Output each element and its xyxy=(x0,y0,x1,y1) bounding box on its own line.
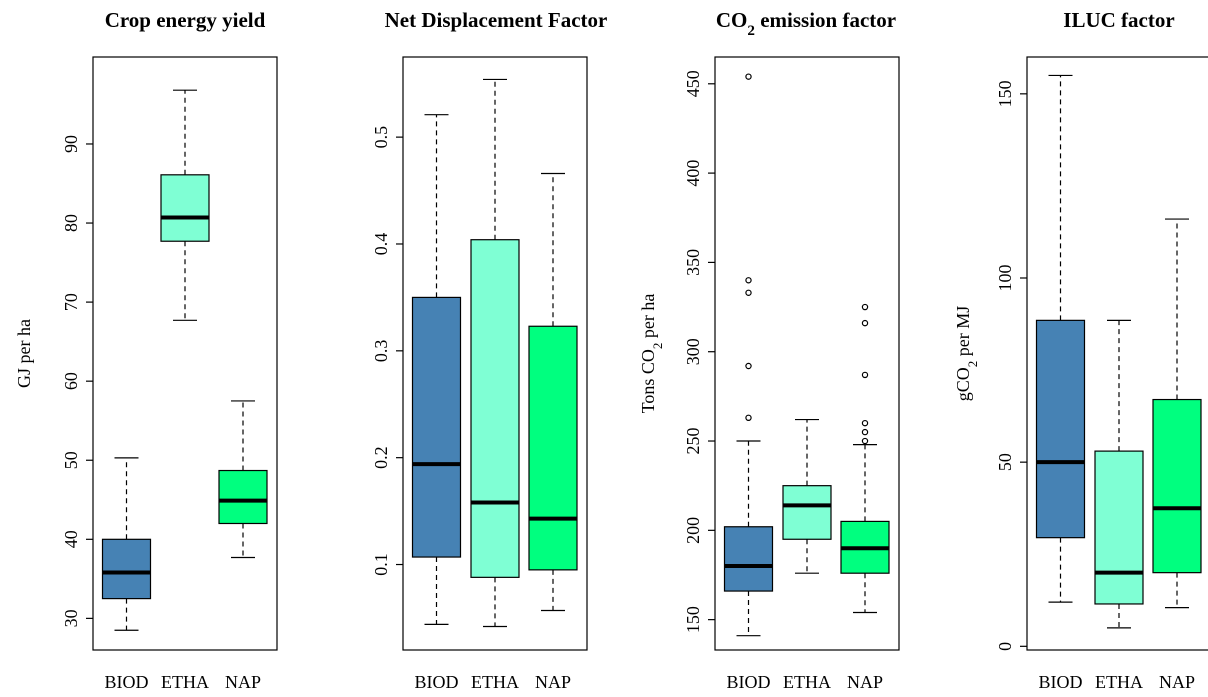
iqr-box xyxy=(411,296,462,558)
y-tick-label: 30 xyxy=(61,609,81,627)
x-tick-label: NAP xyxy=(535,672,571,692)
y-tick-label: 0.5 xyxy=(371,126,391,149)
y-tick-label: 0.1 xyxy=(371,553,391,576)
chart-panel-2: Net Displacement Factor 0.1 0.2 0.3 0.4 0.5 BI… xyxy=(371,8,607,692)
x-tick-label: ETHA xyxy=(783,672,831,692)
x-tick-label: ETHA xyxy=(1095,672,1143,692)
outlier-point xyxy=(861,437,869,445)
x-tick-label: BIOD xyxy=(727,672,771,692)
y-tick-label: 0 xyxy=(995,642,1015,651)
panel-title: ILUC factor xyxy=(1063,8,1174,32)
y-tick-label: 200 xyxy=(683,517,703,544)
y-axis-label-part: GJ per ha xyxy=(14,319,34,388)
box-nap xyxy=(840,303,890,614)
iqr-box xyxy=(101,538,152,600)
y-tick-label: 0.3 xyxy=(371,340,391,363)
panel-title-part: emission factor xyxy=(755,8,896,32)
x-tick-label: BIOD xyxy=(105,672,149,692)
outlier-point xyxy=(745,289,752,296)
y-tick-label: 350 xyxy=(683,249,703,276)
iqr-box xyxy=(470,239,520,578)
iqr-box xyxy=(1035,319,1086,539)
outlier-point xyxy=(861,419,869,427)
y-tick-label: 300 xyxy=(683,338,703,365)
iqr-box xyxy=(218,469,268,525)
y-tick-label: 150 xyxy=(995,80,1015,107)
y-axis-label-part: per MJ xyxy=(953,306,973,361)
panel-title: CO2 emission factor xyxy=(716,8,896,39)
box-nap xyxy=(218,400,268,559)
y-tick-label: 50 xyxy=(61,451,81,469)
y-tick-label: 0.2 xyxy=(371,446,391,469)
box-etha xyxy=(160,89,210,321)
box-etha xyxy=(782,418,832,574)
panel-title-part: Net Displacement Factor xyxy=(385,8,608,32)
panel-title-part: 2 xyxy=(747,23,755,39)
outlier-point xyxy=(861,428,869,436)
outlier-point xyxy=(861,371,869,379)
plot-frame xyxy=(402,56,588,651)
chart-panel-1: Crop energy yield GJ per ha 30 40 50 60 70 80 90… xyxy=(14,8,278,692)
plot-frame xyxy=(1026,56,1208,651)
y-axis-label-part: gCO xyxy=(953,367,973,401)
box-nap xyxy=(528,172,578,612)
y-tick-label: 400 xyxy=(683,160,703,187)
y-axis-label-part: 2 xyxy=(650,343,665,349)
y-axis-label: Tons CO2 per ha xyxy=(638,294,665,414)
x-tick-label: ETHA xyxy=(161,672,209,692)
y-axis-label-part: 2 xyxy=(965,361,980,367)
outlier-point xyxy=(745,277,752,284)
box-nap xyxy=(1152,218,1202,609)
iqr-box xyxy=(723,526,774,592)
y-tick-label: 80 xyxy=(61,214,81,232)
x-tick-label: NAP xyxy=(1159,672,1195,692)
iqr-box xyxy=(160,174,210,242)
x-tick-label: NAP xyxy=(847,672,883,692)
panel-title: Crop energy yield xyxy=(105,8,266,32)
y-tick-label: 250 xyxy=(683,428,703,455)
y-axis-label-part: per ha xyxy=(638,294,658,343)
panel-title: Net Displacement Factor xyxy=(385,8,608,32)
outlier-point xyxy=(861,319,869,327)
y-tick-label: 0.4 xyxy=(371,233,391,256)
y-tick-label: 100 xyxy=(995,264,1015,291)
y-tick-label: 50 xyxy=(995,453,1015,471)
outlier-point xyxy=(745,414,752,422)
outlier-point xyxy=(745,362,752,370)
y-axis-label-part: Tons CO xyxy=(638,349,658,413)
y-tick-label: 450 xyxy=(683,70,703,97)
x-tick-label: ETHA xyxy=(471,672,519,692)
y-tick-label: 40 xyxy=(61,530,81,548)
iqr-box xyxy=(1094,450,1144,605)
plot-frame xyxy=(714,56,900,651)
panel-title-part: ILUC factor xyxy=(1063,8,1174,32)
iqr-box xyxy=(528,325,578,571)
x-tick-label: BIOD xyxy=(1039,672,1083,692)
box-etha xyxy=(470,78,520,628)
x-tick-label: NAP xyxy=(225,672,261,692)
outlier-point xyxy=(861,303,869,311)
panel-title-part: CO xyxy=(716,8,748,32)
box-etha xyxy=(1094,319,1144,629)
y-axis-label: GJ per ha xyxy=(14,319,34,388)
y-tick-label: 70 xyxy=(61,293,81,311)
iqr-box xyxy=(1152,398,1202,574)
panel-title-part: Crop energy yield xyxy=(105,8,266,32)
y-tick-label: 90 xyxy=(61,135,81,153)
box-biod xyxy=(411,114,462,625)
iqr-box xyxy=(782,485,832,540)
y-tick-label: 60 xyxy=(61,372,81,390)
plot-frame xyxy=(92,56,278,651)
box-biod xyxy=(101,457,152,631)
chart-panel-4: ILUC factor gCO2 per MJ 0 50 100 150 BIOD ETHA N… xyxy=(953,8,1208,692)
y-axis-label: gCO2 per MJ xyxy=(953,306,980,402)
x-tick-label: BIOD xyxy=(415,672,459,692)
y-tick-label: 150 xyxy=(683,606,703,633)
box-biod xyxy=(1035,74,1086,603)
outlier-point xyxy=(745,73,752,80)
box-biod xyxy=(723,73,774,637)
